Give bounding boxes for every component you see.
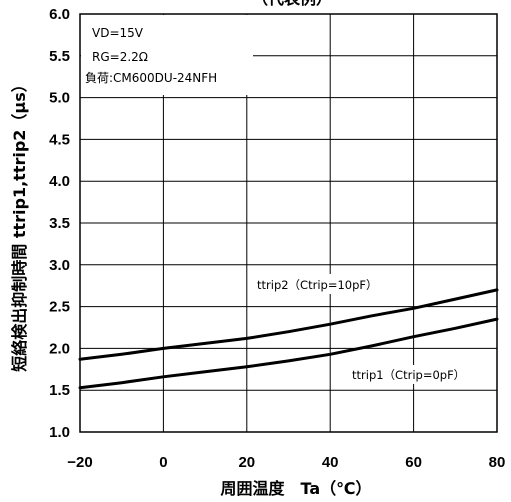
y-tick-label: 5.0 (49, 90, 70, 107)
x-tick-label: −20 (67, 454, 92, 471)
y-tick-label: 6.0 (49, 6, 70, 23)
x-tick-label: 80 (489, 454, 506, 471)
condition-vd: VD=15V (92, 26, 144, 40)
y-tick-label: 3.5 (49, 215, 70, 232)
x-tick-label: 60 (405, 454, 422, 471)
series-lines (78, 288, 499, 390)
condition-rg: RG=2.2Ω (92, 50, 148, 64)
series-label-bg-ttrip2 (252, 274, 404, 294)
series-line-ttrip1 (78, 317, 499, 390)
plot-frame (79, 13, 498, 433)
y-axis-title: 短絡検出抑制時間 ttrip1,ttrip2（μs） (10, 76, 29, 371)
y-tick-label: 4.0 (49, 173, 70, 190)
x-tick-label: 20 (238, 454, 255, 471)
conditions-box-bg (81, 15, 253, 95)
grid-lines (80, 14, 497, 432)
x-axis-title: 周囲温度 Ta（℃） (220, 479, 371, 498)
y-tick-label: 4.5 (49, 131, 70, 148)
y-tick-label: 2.0 (49, 340, 70, 357)
tick-labels: −20 0 20 40 60 80 1.0 1.5 2.0 2.5 3.0 3.5 4.0 4.5 5.0 5… (49, 6, 505, 471)
series-line-ttrip2 (78, 288, 499, 361)
series-label-ttrip2: ttrip2（Ctrip=10pF） (257, 278, 378, 292)
y-tick-label: 1.0 (49, 424, 70, 441)
chart-title: （代表例） (252, 0, 332, 8)
y-tick-label: 5.5 (49, 48, 70, 65)
x-tick-label: 0 (159, 454, 167, 471)
series-label-bg-ttrip1 (346, 365, 478, 384)
series-label-ttrip1: ttrip1（Ctrip=0pF） (352, 368, 465, 382)
y-tick-label: 1.5 (49, 382, 70, 399)
y-tick-label: 2.5 (49, 299, 70, 316)
y-tick-label: 3.0 (49, 257, 70, 274)
x-tick-label: 40 (322, 454, 339, 471)
conditions-box: VD=15V RG=2.2Ω 負荷:CM600DU-24NFH (81, 15, 253, 95)
condition-load: 負荷:CM600DU-24NFH (85, 71, 217, 85)
